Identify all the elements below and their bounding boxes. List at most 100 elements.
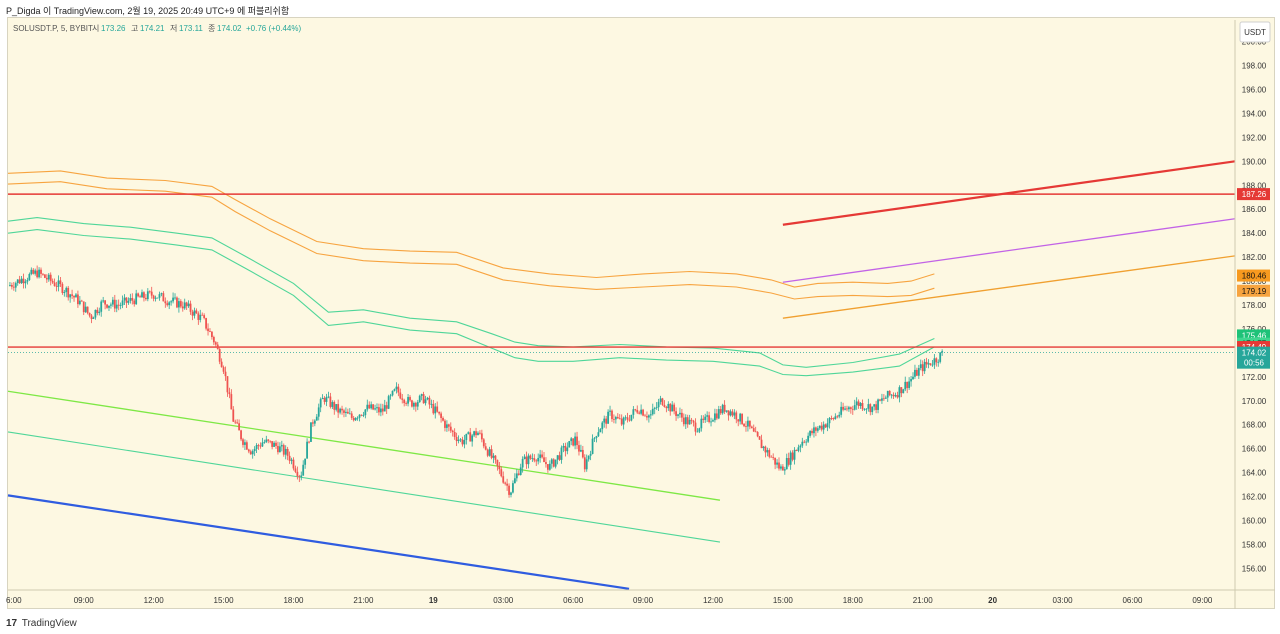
candle <box>865 408 868 414</box>
candle <box>776 459 778 469</box>
candle-body <box>102 300 105 302</box>
candle-body <box>172 297 174 302</box>
candle <box>383 399 386 412</box>
candle <box>176 296 178 309</box>
candle-body <box>682 417 685 425</box>
lime-channel[interactable] <box>7 390 721 501</box>
candle <box>828 417 831 429</box>
candle <box>323 396 326 405</box>
candle-body <box>587 455 590 460</box>
candle-body <box>199 314 202 320</box>
candle-body <box>34 270 37 274</box>
candle <box>399 388 402 400</box>
candle <box>129 293 132 304</box>
candle-body <box>766 450 769 453</box>
candle-body <box>298 476 301 477</box>
blue-channel[interactable] <box>7 494 630 590</box>
red-trend[interactable] <box>782 160 1236 226</box>
candle <box>556 455 559 465</box>
candle-body <box>624 417 627 419</box>
candle-body <box>799 445 802 448</box>
candle <box>393 388 396 392</box>
candle <box>548 460 551 471</box>
candle <box>816 426 819 433</box>
candle <box>32 268 35 275</box>
candle-body <box>939 352 942 362</box>
candle <box>912 372 914 380</box>
candle <box>680 408 683 422</box>
candle <box>144 293 147 301</box>
candle-body <box>712 420 714 422</box>
candle <box>43 274 46 279</box>
orange-trend[interactable] <box>782 255 1236 319</box>
candle-body <box>510 492 512 495</box>
currency-badge[interactable] <box>1239 21 1271 43</box>
candle <box>570 437 573 446</box>
candle <box>298 474 301 483</box>
candle <box>245 440 248 450</box>
chart-frame[interactable] <box>7 17 1275 609</box>
candle-body <box>88 312 91 316</box>
candle <box>290 457 293 465</box>
candle-body <box>651 408 654 415</box>
candle-body <box>653 408 656 409</box>
candle <box>696 428 699 433</box>
green-band-upper <box>7 217 935 368</box>
candle <box>265 435 268 444</box>
candle <box>65 286 68 298</box>
candle-body <box>611 410 613 420</box>
green-channel[interactable] <box>7 431 721 543</box>
candle-body <box>663 404 666 407</box>
candle-body <box>752 428 755 432</box>
candle-body <box>63 292 66 293</box>
candle <box>436 401 439 413</box>
candle-body <box>861 403 864 410</box>
candle-body <box>346 411 349 414</box>
candle <box>702 415 705 424</box>
candle <box>851 405 854 415</box>
candle-body <box>181 306 184 309</box>
candle-body <box>381 408 384 412</box>
candle-body <box>176 297 178 308</box>
candle-body <box>591 438 594 454</box>
candle <box>646 411 648 421</box>
candle <box>172 292 174 304</box>
candle <box>628 414 631 422</box>
candle-body <box>144 297 147 300</box>
candle <box>712 418 714 422</box>
candle-body <box>111 299 114 305</box>
candle <box>513 473 516 484</box>
candle <box>67 285 70 301</box>
candle-body <box>630 414 633 421</box>
candle <box>313 419 316 427</box>
candle-body <box>879 399 881 401</box>
candle <box>659 395 662 405</box>
candle <box>374 404 376 411</box>
candle <box>939 352 942 364</box>
candle-body <box>412 402 415 407</box>
candle-body <box>189 303 192 312</box>
purple-trend[interactable] <box>782 218 1236 283</box>
candle-body <box>933 358 936 365</box>
candle <box>461 436 464 447</box>
candle-body <box>73 295 75 298</box>
candle-body <box>787 457 790 465</box>
price-chart[interactable]: 156.00 158.00 160.00 162.00 164.00 166.00 168.… <box>0 0 1280 610</box>
candle-body <box>873 404 876 407</box>
footer-brand[interactable]: 17 TradingView <box>6 618 77 629</box>
low-label: 저 <box>170 24 177 33</box>
candle <box>758 435 761 440</box>
candle <box>424 395 427 406</box>
candle-body <box>523 456 526 459</box>
candle-body <box>416 402 419 407</box>
candle <box>376 403 378 414</box>
candle <box>729 409 732 417</box>
candle-body <box>10 285 13 287</box>
candle-body <box>477 432 479 436</box>
candle-body <box>148 291 151 293</box>
candle-body <box>442 417 444 421</box>
time-tick-label: 21:00 <box>913 596 934 605</box>
time-tick-label: 21:00 <box>353 596 374 605</box>
candle-body <box>446 424 448 428</box>
candle-body <box>834 416 837 420</box>
